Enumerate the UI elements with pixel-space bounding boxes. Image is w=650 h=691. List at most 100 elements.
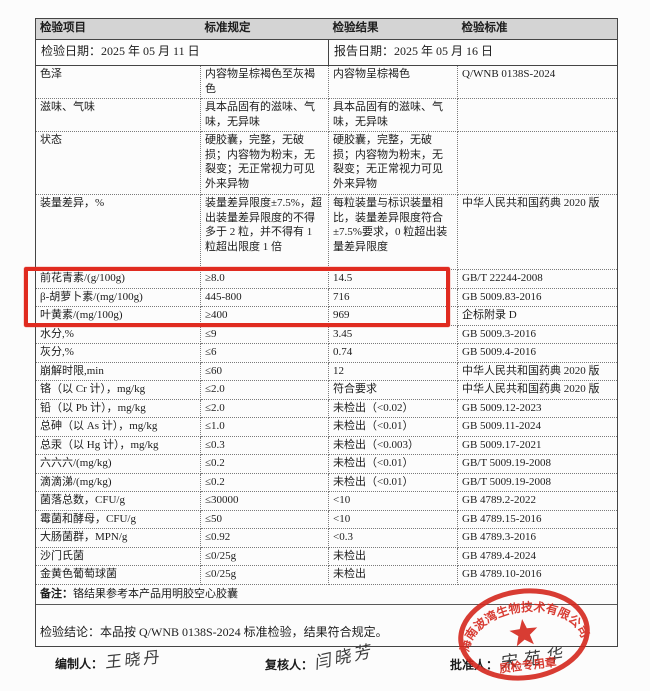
- spec-cell: 装量差异限度±7.5%，超出装量差异限度的不得多于 2 粒，并不得有 1 粒超出…: [200, 194, 329, 271]
- table-row: 叶黄素/(mg/100g) ≥400 969 企标附录 D: [35, 306, 618, 326]
- standard-cell: 中华人民共和国药典 2020 版: [457, 194, 618, 271]
- result-cell: 969: [328, 306, 458, 326]
- spec-cell: ≥400: [200, 306, 329, 326]
- result-cell: 未检出: [328, 565, 458, 585]
- column-header-spec: 标准规定: [200, 17, 329, 41]
- result-cell: 未检出（<0.01）: [328, 454, 458, 474]
- test-item-cell: 总汞（以 Hg 计），mg/kg: [35, 435, 201, 456]
- table-header: 检验项目 标准规定 检验结果 检验标准: [35, 17, 618, 41]
- inspection-date-label: 检验日期：: [41, 44, 102, 59]
- result-cell: 硬胶囊，完整，无破损；内容物为粉末，无裂变；无正常视力可见外来异物: [328, 131, 458, 196]
- test-item-cell: β-胡萝卜素/(mg/100g): [35, 287, 201, 308]
- standard-cell: GB 4789.4-2024: [457, 546, 618, 567]
- result-cell: 每粒装量与标识装量相比，装量差异限度符合±7.5%要求，0 粒超出装量差异限度: [328, 194, 458, 271]
- spec-cell: ≤0/25g: [200, 565, 329, 585]
- test-item-cell: 滋味、气味: [35, 98, 201, 133]
- test-item-cell: 滴滴涕/(mg/kg): [35, 472, 201, 493]
- standard-cell: GB 5009.3-2016: [457, 324, 618, 345]
- table-row: 六六六/(mg/kg) ≤0.2 未检出（<0.01） GB/T 5009.19…: [35, 454, 618, 474]
- test-item-cell: 前花青素/(g/100g): [35, 269, 201, 289]
- table-row: 菌落总数，CFU/g ≤30000 <10 GB 4789.2-2022: [35, 491, 618, 511]
- test-item-cell: 装量差异，%: [35, 194, 201, 271]
- preparer-signature: 王晓丹: [105, 648, 163, 672]
- table-row: 水分,% ≤9 3.45 GB 5009.3-2016: [35, 324, 618, 345]
- inspection-date-value: 2025 年 05 月 11 日: [101, 44, 200, 59]
- table-row: 色泽 内容物呈棕褐色至灰褐色 内容物呈棕褐色 Q/WNB 0138S-2024: [35, 64, 618, 100]
- table-row: 灰分,% ≤6 0.74 GB 5009.4-2016: [35, 343, 618, 363]
- table-row: 铅（以 Pb 计），mg/kg ≤2.0 未检出（<0.02） GB 5009.…: [35, 398, 618, 419]
- standard-cell: Q/WNB 0138S-2024: [457, 64, 618, 100]
- conclusion-text: 本品按 Q/WNB 0138S-2024 标准检验，结果符合规定。: [100, 625, 388, 639]
- test-item-cell: 色泽: [35, 64, 201, 100]
- standard-cell: [457, 131, 618, 196]
- table-row: 沙门氏菌 ≤0/25g 未检出 GB 4789.4-2024: [35, 546, 618, 567]
- test-item-cell: 灰分,%: [35, 343, 201, 363]
- result-cell: 未检出（<0.003）: [328, 435, 458, 456]
- spec-cell: ≤30000: [200, 491, 329, 511]
- column-header-result: 检验结果: [328, 17, 458, 41]
- test-item-cell: 六六六/(mg/kg): [35, 454, 201, 474]
- preparer-label: 编制人：: [55, 657, 104, 671]
- standard-cell: 中华人民共和国药典 2020 版: [457, 361, 618, 382]
- standard-cell: [457, 98, 618, 133]
- approver-label: 批准人：: [450, 658, 499, 672]
- inspection-results-table: 检验日期：2025 年 05 月 11 日 报告日期： 2025 年 05 月 1…: [35, 17, 618, 647]
- table-row: β-胡萝卜素/(mg/100g) 445-800 716 GB 5009.83-…: [35, 287, 618, 308]
- reviewer-label: 复核人：: [265, 658, 314, 672]
- spec-cell: ≥8.0: [200, 269, 329, 289]
- spec-cell: ≤0.3: [200, 435, 329, 456]
- spec-cell: ≤6: [200, 343, 329, 363]
- note-text: 铬结果参考本产品用明胶空心胶囊: [73, 587, 238, 600]
- spec-cell: 硬胶囊，完整，无破损；内容物为粉末，无裂变；无正常视力可见外来异物: [200, 131, 329, 196]
- result-cell: 14.5: [328, 269, 458, 289]
- spec-cell: 具本品固有的滋味、气味，无异味: [200, 98, 329, 133]
- spec-cell: ≤9: [200, 324, 329, 345]
- standard-cell: GB/T 5009.19-2008: [457, 472, 618, 493]
- table-row: 金黄色葡萄球菌 ≤0/25g 未检出 GB 4789.10-2016: [35, 565, 618, 585]
- spec-cell: ≤0.92: [200, 528, 329, 548]
- result-cell: <0.3: [328, 528, 458, 548]
- test-item-cell: 金黄色葡萄球菌: [35, 565, 201, 585]
- standard-cell: GB 5009.17-2021: [457, 435, 618, 456]
- table-row: 滴滴涕/(mg/kg) ≤0.2 未检出（<0.01） GB/T 5009.19…: [35, 472, 618, 493]
- table-row: 前花青素/(g/100g) ≥8.0 14.5 GB/T 22244-2008: [35, 269, 618, 289]
- spec-cell: ≤0.2: [200, 454, 329, 474]
- result-cell: 716: [328, 287, 458, 308]
- standard-cell: GB 5009.4-2016: [457, 343, 618, 363]
- result-cell: 3.45: [328, 324, 458, 345]
- conclusion-cell: 检验结论：本品按 Q/WNB 0138S-2024 标准检验，结果符合规定。: [35, 603, 618, 647]
- preparer-signature-group: 编制人： 王晓丹: [55, 649, 163, 673]
- spec-cell: ≤0.2: [200, 472, 329, 493]
- inspection-date-cell: 检验日期：2025 年 05 月 11 日: [35, 39, 329, 66]
- standard-cell: 企标附录 D: [457, 306, 618, 326]
- approver-signature-group: 批准人： 宋苑华: [450, 644, 570, 674]
- standard-cell: GB 5009.11-2024: [457, 417, 618, 437]
- result-cell: 内容物呈棕褐色: [328, 64, 458, 100]
- test-item-cell: 菌落总数，CFU/g: [35, 491, 201, 511]
- column-header-item: 检验项目: [35, 17, 201, 41]
- spec-cell: ≤2.0: [200, 398, 329, 419]
- table-row: 大肠菌群，MPN/g ≤0.92 <0.3 GB 4789.3-2016: [35, 528, 618, 548]
- test-item-cell: 铅（以 Pb 计），mg/kg: [35, 398, 201, 419]
- test-item-cell: 状态: [35, 131, 201, 196]
- table-row: 霉菌和酵母，CFU/g ≤50 <10 GB 4789.15-2016: [35, 509, 618, 530]
- result-cell: <10: [328, 509, 458, 530]
- test-item-cell: 崩解时限,min: [35, 361, 201, 382]
- signature-row: 编制人： 王晓丹 复核人： 闫晓芳 批准人： 宋苑华: [0, 641, 650, 681]
- result-cell: 0.74: [328, 343, 458, 363]
- test-item-cell: 大肠菌群，MPN/g: [35, 528, 201, 548]
- standard-cell: GB/T 5009.19-2008: [457, 454, 618, 474]
- result-cell: 未检出: [328, 546, 458, 567]
- report-date-label: 报告日期：: [334, 44, 395, 59]
- spec-cell: 445-800: [200, 287, 329, 308]
- standard-cell: GB 4789.15-2016: [457, 509, 618, 530]
- reviewer-signature-group: 复核人： 闫晓芳: [265, 641, 375, 674]
- table-footer: 备注：铬结果参考本产品用明胶空心胶囊 检验结论：本品按 Q/WNB 0138S-…: [35, 583, 618, 647]
- table-row: 总汞（以 Hg 计），mg/kg ≤0.3 未检出（<0.003） GB 500…: [35, 435, 618, 456]
- result-cell: 12: [328, 361, 458, 382]
- spec-cell: 内容物呈棕褐色至灰褐色: [200, 64, 329, 100]
- table-row: 状态 硬胶囊，完整，无破损；内容物为粉末，无裂变；无正常视力可见外来异物 硬胶囊…: [35, 131, 618, 196]
- standard-cell: GB 4789.2-2022: [457, 491, 618, 511]
- standard-cell: 中华人民共和国药典 2020 版: [457, 380, 618, 400]
- spec-cell: ≤1.0: [200, 417, 329, 437]
